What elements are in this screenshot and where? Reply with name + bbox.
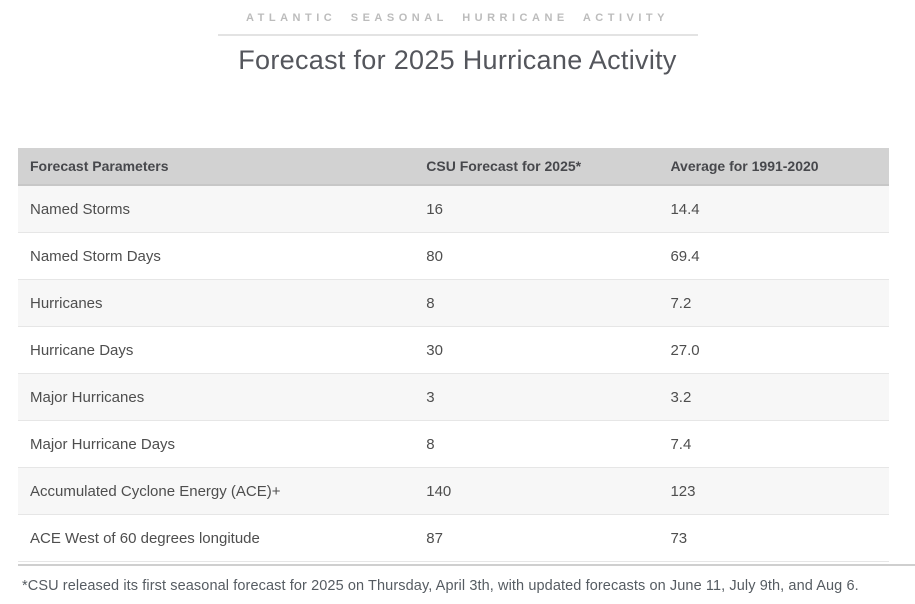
csu-forecast-cell: 8 [414, 420, 659, 468]
parameter-cell: Hurricane Days [18, 326, 415, 374]
forecast-table: Forecast Parameters CSU Forecast for 202… [18, 148, 889, 562]
parameter-cell: Major Hurricane Days [18, 420, 415, 468]
table-row: Major Hurricane Days 8 7.4 [18, 420, 889, 468]
average-cell: 7.2 [658, 279, 889, 327]
parameter-cell: Hurricanes [18, 279, 415, 327]
csu-forecast-cell: 16 [414, 185, 659, 233]
csu-forecast-cell: 140 [414, 467, 659, 515]
table-row: Named Storms 16 14.4 [18, 185, 889, 233]
page-title: Forecast for 2025 Hurricane Activity [238, 45, 677, 75]
average-cell: 3.2 [658, 373, 889, 421]
column-header-average-1991-2020: Average for 1991-2020 [658, 148, 889, 186]
parameter-cell: Major Hurricanes [18, 373, 415, 421]
table-row: ACE West of 60 degrees longitude 87 73 [18, 514, 889, 562]
csu-forecast-cell: 87 [414, 514, 659, 562]
table-body: Named Storms 16 14.4 Named Storm Days 80 69.4… [18, 185, 889, 562]
average-cell: 14.4 [658, 185, 889, 233]
csu-forecast-cell: 3 [414, 373, 659, 421]
parameter-cell: Named Storm Days [18, 232, 415, 280]
parameter-cell: ACE West of 60 degrees longitude [18, 514, 415, 562]
parameter-cell: Named Storms [18, 185, 415, 233]
table-header: Forecast Parameters CSU Forecast for 202… [18, 148, 889, 186]
table-header-row: Forecast Parameters CSU Forecast for 202… [18, 148, 889, 186]
column-header-csu-forecast-2025: CSU Forecast for 2025* [414, 148, 659, 186]
average-cell: 69.4 [658, 232, 889, 280]
parameter-cell: Accumulated Cyclone Energy (ACE)+ [18, 467, 415, 515]
footnote-divider [18, 564, 915, 566]
column-header-forecast-parameters: Forecast Parameters [18, 148, 415, 186]
csu-forecast-cell: 8 [414, 279, 659, 327]
title-divider [217, 34, 698, 36]
footnote: *CSU released its first seasonal forecas… [22, 578, 859, 594]
average-cell: 123 [658, 467, 889, 515]
csu-forecast-cell: 30 [414, 326, 659, 374]
average-cell: 73 [658, 514, 889, 562]
average-cell: 27.0 [658, 326, 889, 374]
csu-forecast-cell: 80 [414, 232, 659, 280]
table-row: Hurricane Days 30 27.0 [18, 326, 889, 374]
table-row: Hurricanes 8 7.2 [18, 279, 889, 327]
eyebrow-label: ATLANTIC SEASONAL HURRICANE ACTIVITY [246, 12, 669, 24]
table-row: Major Hurricanes 3 3.2 [18, 373, 889, 421]
average-cell: 7.4 [658, 420, 889, 468]
table-row: Accumulated Cyclone Energy (ACE)+ 140 123 [18, 467, 889, 515]
table-row: Named Storm Days 80 69.4 [18, 232, 889, 280]
